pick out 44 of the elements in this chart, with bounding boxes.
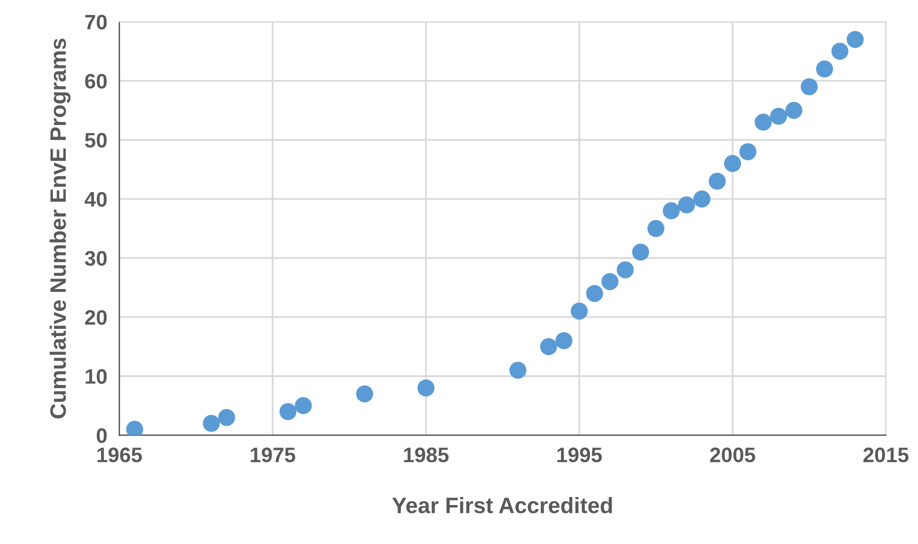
point [555,332,572,350]
point [509,362,526,379]
point [678,196,696,214]
point [279,403,296,420]
point [739,143,756,160]
y-tick-label: 30 [84,251,107,266]
point [785,102,802,119]
point [540,338,558,356]
point [294,397,312,414]
x-tick-label: 1985 [404,448,449,462]
point [708,172,726,190]
y-tick-label: 50 [85,132,107,148]
point [647,220,664,237]
point [356,385,374,402]
x-tick-label: 2005 [710,448,756,462]
point [724,155,742,172]
y-tick-label: 40 [84,192,107,207]
x-tick-label: 1965 [97,448,142,462]
point [601,273,618,290]
point [202,414,220,432]
point [816,60,834,78]
x-tick-label: 1995 [557,448,602,462]
y-tick-label: 10 [86,369,107,384]
point [800,78,818,96]
y-tick-label: 70 [85,14,107,30]
point [662,202,680,220]
point [632,244,650,261]
point [770,108,788,125]
point [754,114,772,131]
point [831,42,848,60]
point [218,408,236,426]
x-tick-label: 2015 [863,448,908,462]
point [693,190,710,208]
x-axis-title: Year First Accredited [392,496,612,514]
point [586,284,604,302]
point [616,261,634,278]
y-tick-label: 20 [85,310,107,325]
point [846,30,864,48]
y-axis-title: Cumulative Number EnvE Programs [50,38,70,418]
point [570,302,588,320]
x-tick-label: 1975 [250,448,296,462]
point [417,379,434,396]
y-tick-label: 60 [85,74,107,89]
y-tick-label: 0 [96,428,107,443]
